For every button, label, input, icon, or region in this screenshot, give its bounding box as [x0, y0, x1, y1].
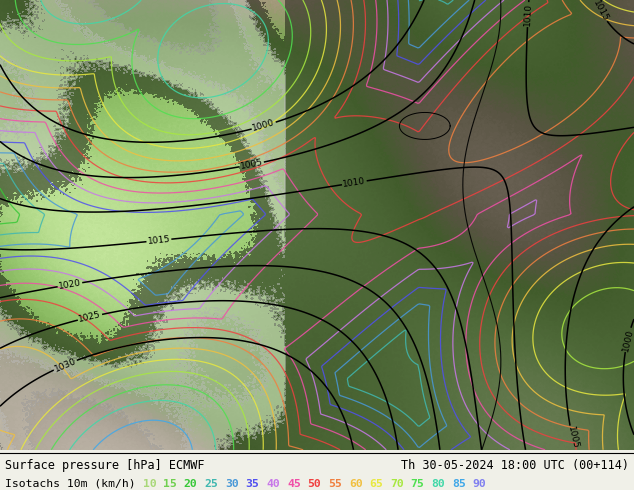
- Text: 30: 30: [225, 479, 239, 489]
- Text: 70: 70: [390, 479, 404, 489]
- Text: 15: 15: [163, 479, 177, 489]
- Text: 85: 85: [452, 479, 466, 489]
- Text: 1030: 1030: [53, 356, 77, 373]
- Text: 1015: 1015: [591, 0, 610, 23]
- Text: 1000: 1000: [621, 328, 634, 352]
- Text: 50: 50: [307, 479, 321, 489]
- Text: 1015: 1015: [147, 235, 171, 246]
- Text: 1005: 1005: [240, 158, 264, 171]
- Text: 45: 45: [287, 479, 301, 489]
- Text: 55: 55: [328, 479, 342, 489]
- Text: 1010: 1010: [523, 3, 533, 26]
- Text: 40: 40: [266, 479, 280, 489]
- Text: 1005: 1005: [566, 426, 579, 450]
- Text: 20: 20: [184, 479, 198, 489]
- Text: 1010: 1010: [342, 176, 366, 189]
- Text: 25: 25: [204, 479, 218, 489]
- Text: 1000: 1000: [252, 118, 276, 133]
- Text: 80: 80: [431, 479, 445, 489]
- Text: Surface pressure [hPa] ECMWF: Surface pressure [hPa] ECMWF: [5, 459, 205, 472]
- Text: Th 30-05-2024 18:00 UTC (00+114): Th 30-05-2024 18:00 UTC (00+114): [401, 459, 629, 472]
- Text: 1025: 1025: [78, 310, 102, 324]
- Text: 60: 60: [349, 479, 363, 489]
- Text: 1020: 1020: [58, 278, 82, 291]
- Text: Isotachs 10m (km/h): Isotachs 10m (km/h): [5, 479, 143, 489]
- Text: 10: 10: [143, 479, 157, 489]
- Text: 90: 90: [472, 479, 486, 489]
- Text: 75: 75: [411, 479, 424, 489]
- Text: 35: 35: [246, 479, 259, 489]
- Text: 65: 65: [370, 479, 383, 489]
